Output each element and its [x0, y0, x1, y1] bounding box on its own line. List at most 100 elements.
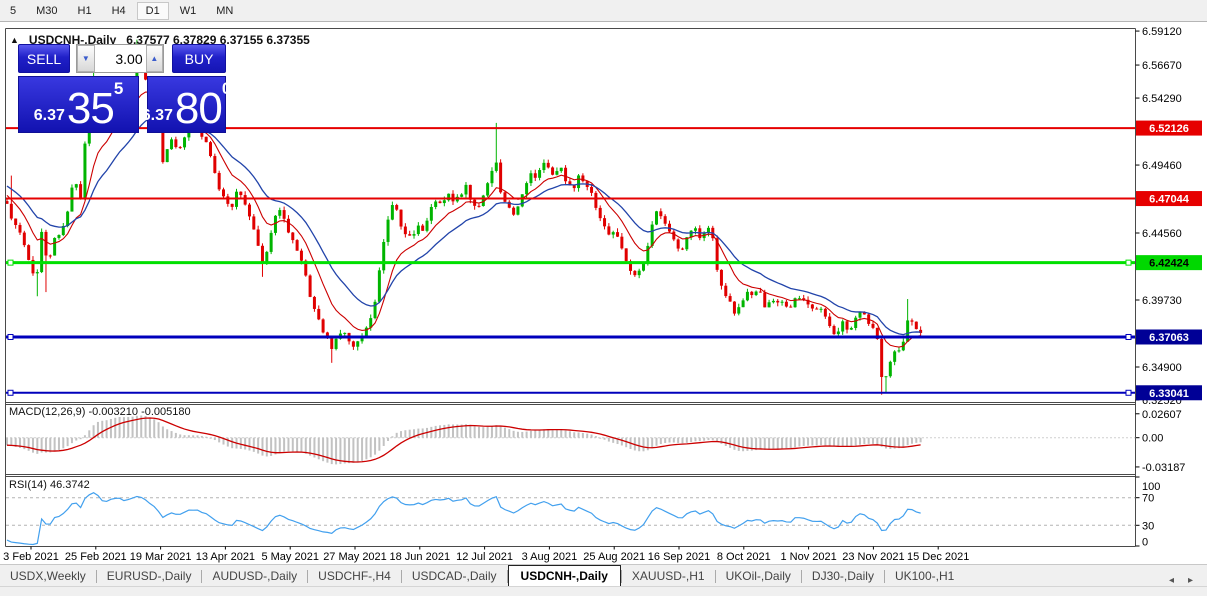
svg-text:27 May 2021: 27 May 2021: [323, 551, 387, 563]
svg-text:5 May 2021: 5 May 2021: [261, 551, 318, 563]
svg-text:12 Jul 2021: 12 Jul 2021: [456, 551, 513, 563]
hline-6.37063[interactable]: [6, 333, 1136, 340]
volume-increase-button[interactable]: ▲: [145, 45, 164, 72]
svg-text:30: 30: [1142, 520, 1154, 532]
chart-title: USDCNH-,Daily: [28, 33, 117, 47]
rsi-indicator-label: RSI(14) 46.3742: [9, 479, 90, 491]
svg-text:19 Mar 2021: 19 Mar 2021: [130, 551, 192, 563]
svg-text:6.56670: 6.56670: [1142, 60, 1182, 72]
macd-signal-line: [6, 417, 921, 463]
chart-tab-usdx-weekly[interactable]: USDX,Weekly: [10, 569, 86, 583]
line-handle[interactable]: [7, 333, 14, 340]
svg-text:6.54290: 6.54290: [1142, 93, 1182, 105]
chart-tab-audusd-daily[interactable]: AUDUSD-,Daily: [212, 569, 298, 583]
svg-text:0: 0: [1142, 537, 1148, 549]
timeframe-w1[interactable]: W1: [179, 4, 197, 17]
buy-button[interactable]: BUY: [172, 44, 226, 73]
svg-text:6.42424: 6.42424: [1149, 258, 1190, 270]
svg-text:6.47044: 6.47044: [1149, 194, 1190, 206]
timeframe-5[interactable]: 5: [10, 4, 17, 17]
collapse-icon[interactable]: ▲: [10, 35, 19, 45]
svg-text:6.59120: 6.59120: [1142, 26, 1182, 38]
svg-text:6.34900: 6.34900: [1142, 362, 1182, 374]
svg-text:13 Apr 2021: 13 Apr 2021: [196, 551, 255, 563]
hline-6.42424[interactable]: [6, 259, 1136, 266]
chart-tab-usdcnh-daily[interactable]: USDCNH-,Daily: [507, 565, 621, 586]
volume-input[interactable]: [94, 45, 146, 72]
chart-tab-usdcad-daily[interactable]: USDCAD-,Daily: [411, 569, 497, 583]
price-tag-6.47044[interactable]: 6.47044: [1136, 191, 1202, 207]
svg-text:100: 100: [1142, 481, 1160, 493]
line-handle[interactable]: [1125, 333, 1132, 340]
svg-text:1 Nov 2021: 1 Nov 2021: [780, 551, 836, 563]
line-handle[interactable]: [7, 259, 14, 266]
svg-text:6.44560: 6.44560: [1142, 228, 1182, 240]
sell-price-pip: 5: [113, 79, 124, 98]
svg-text:6.39730: 6.39730: [1142, 295, 1182, 307]
svg-text:70: 70: [1142, 493, 1154, 505]
chart-tab-eurusd-daily[interactable]: EURUSD-,Daily: [106, 569, 192, 583]
sell-price-display[interactable]: 6.37 35 5: [18, 76, 139, 133]
line-handle[interactable]: [1125, 259, 1132, 266]
timeframe-m30[interactable]: M30: [36, 4, 58, 17]
price-axis[interactable]: 6.59120 6.56670 6.54290 6.49460 6.44560 6.397…: [1135, 26, 1182, 407]
timeframe-mn[interactable]: MN: [216, 4, 234, 17]
tab-scroll-left-icon[interactable]: ◂: [1168, 575, 1174, 586]
tab-separator: [883, 570, 885, 583]
sell-button[interactable]: SELL: [18, 44, 71, 73]
chart-tab-usdchf-h4[interactable]: USDCHF-,H4: [318, 569, 391, 583]
buy-price-display[interactable]: 6.37 80 0: [142, 76, 231, 133]
buy-price-digits: 80: [174, 84, 223, 133]
svg-text:3 Aug 2021: 3 Aug 2021: [522, 551, 578, 563]
svg-text:15 Dec 2021: 15 Dec 2021: [907, 551, 969, 563]
chart-tab-ukoil-daily[interactable]: UKOil-,Daily: [725, 569, 791, 583]
buy-price-pip: 0: [221, 79, 232, 98]
macd-indicator-label: MACD(12,26,9) -0.003210 -0.005180: [9, 406, 191, 418]
tab-separator: [400, 570, 402, 583]
chart-header: ▲ USDCNH-,Daily 6.37577 6.37829 6.37155 …: [10, 33, 310, 47]
volume-decrease-button[interactable]: ▼: [77, 45, 95, 72]
chart-tab-bar: USDX,Weekly EURUSD-,Daily AUDUSD-,Daily USD…: [0, 564, 1207, 586]
volume-spinner: ▼ ▲: [76, 44, 165, 73]
svg-text:0.02607: 0.02607: [1142, 409, 1182, 421]
chart-tab-xauusd-h1[interactable]: XAUUSD-,H1: [631, 569, 705, 583]
svg-text:6.37063: 6.37063: [1149, 332, 1189, 344]
price-tag-6.37063[interactable]: 6.37063: [1136, 329, 1202, 345]
line-handle[interactable]: [7, 389, 14, 396]
price-tag-6.33041[interactable]: 6.33041: [1136, 385, 1202, 401]
svg-text:3 Feb 2021: 3 Feb 2021: [3, 551, 59, 563]
status-strip: [0, 586, 1207, 596]
buy-price-prefix: 6.37: [141, 107, 173, 124]
chart-ohlc-values: 6.37577 6.37829 6.37155 6.37355: [126, 33, 310, 47]
hline-6.33041[interactable]: [6, 389, 1136, 396]
price-tag-6.42424[interactable]: 6.42424: [1136, 255, 1202, 271]
macd-histogram: [6, 415, 922, 465]
svg-text:6.49460: 6.49460: [1142, 160, 1182, 172]
svg-text:6.52126: 6.52126: [1149, 123, 1189, 135]
timeframe-d1[interactable]: D1: [136, 1, 169, 20]
line-handle[interactable]: [1125, 389, 1132, 396]
svg-text:18 Jun 2021: 18 Jun 2021: [390, 551, 451, 563]
tab-separator: [95, 570, 97, 583]
chart-tab-uk100-h1[interactable]: UK100-,H1: [894, 569, 955, 583]
tab-separator: [620, 570, 622, 583]
tab-separator: [307, 570, 309, 583]
price-tag-6.52126[interactable]: 6.52126: [1136, 120, 1202, 136]
tab-separator: [201, 570, 203, 583]
svg-text:23 Nov 2021: 23 Nov 2021: [842, 551, 904, 563]
svg-text:25 Aug 2021: 25 Aug 2021: [583, 551, 645, 563]
chart-tab-dj30-daily[interactable]: DJ30-,Daily: [811, 569, 874, 583]
tab-separator: [800, 570, 802, 583]
date-axis[interactable]: 3 Feb 2021 25 Feb 2021 19 Mar 2021 13 Apr 2…: [3, 546, 969, 564]
tab-scroll-right-icon[interactable]: ▸: [1187, 575, 1193, 586]
sell-price-digits: 35: [66, 84, 115, 133]
timeframe-h4[interactable]: H4: [111, 4, 126, 17]
macd-axis: 0.02607 0.00 -0.03187: [1135, 409, 1185, 474]
chart-canvas[interactable]: 6.59120 6.56670 6.54290 6.49460 6.44560 6.397…: [0, 0, 1207, 564]
timeframe-h1[interactable]: H1: [77, 4, 92, 17]
svg-text:0.00: 0.00: [1142, 433, 1163, 445]
tab-separator: [714, 570, 716, 583]
rsi-line: [6, 492, 921, 546]
